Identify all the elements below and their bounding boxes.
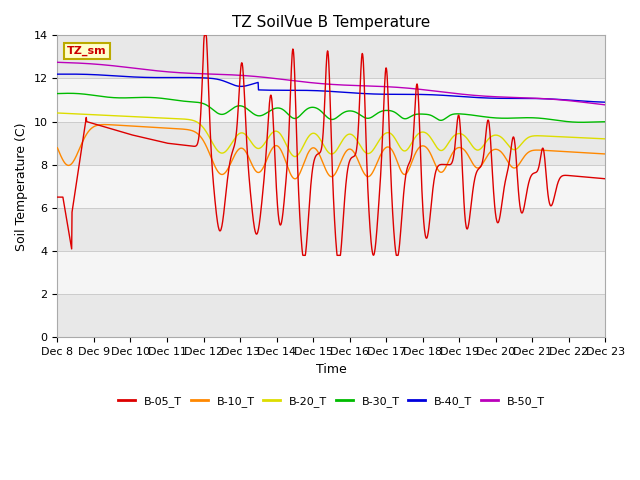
Bar <box>58 36 605 78</box>
Bar <box>58 294 605 337</box>
Bar <box>58 121 605 165</box>
Bar <box>58 251 605 294</box>
Title: TZ SoilVue B Temperature: TZ SoilVue B Temperature <box>232 15 431 30</box>
X-axis label: Time: Time <box>316 362 347 375</box>
Legend: B-05_T, B-10_T, B-20_T, B-30_T, B-40_T, B-50_T: B-05_T, B-10_T, B-20_T, B-30_T, B-40_T, … <box>114 391 549 411</box>
Bar <box>58 165 605 208</box>
Bar <box>58 208 605 251</box>
Text: TZ_sm: TZ_sm <box>67 46 107 56</box>
Bar <box>58 251 605 294</box>
Bar <box>58 78 605 121</box>
Y-axis label: Soil Temperature (C): Soil Temperature (C) <box>15 122 28 251</box>
Bar <box>58 121 605 165</box>
Bar <box>58 165 605 208</box>
Bar <box>58 208 605 251</box>
Bar <box>58 78 605 121</box>
Bar <box>58 294 605 337</box>
Bar <box>58 36 605 78</box>
